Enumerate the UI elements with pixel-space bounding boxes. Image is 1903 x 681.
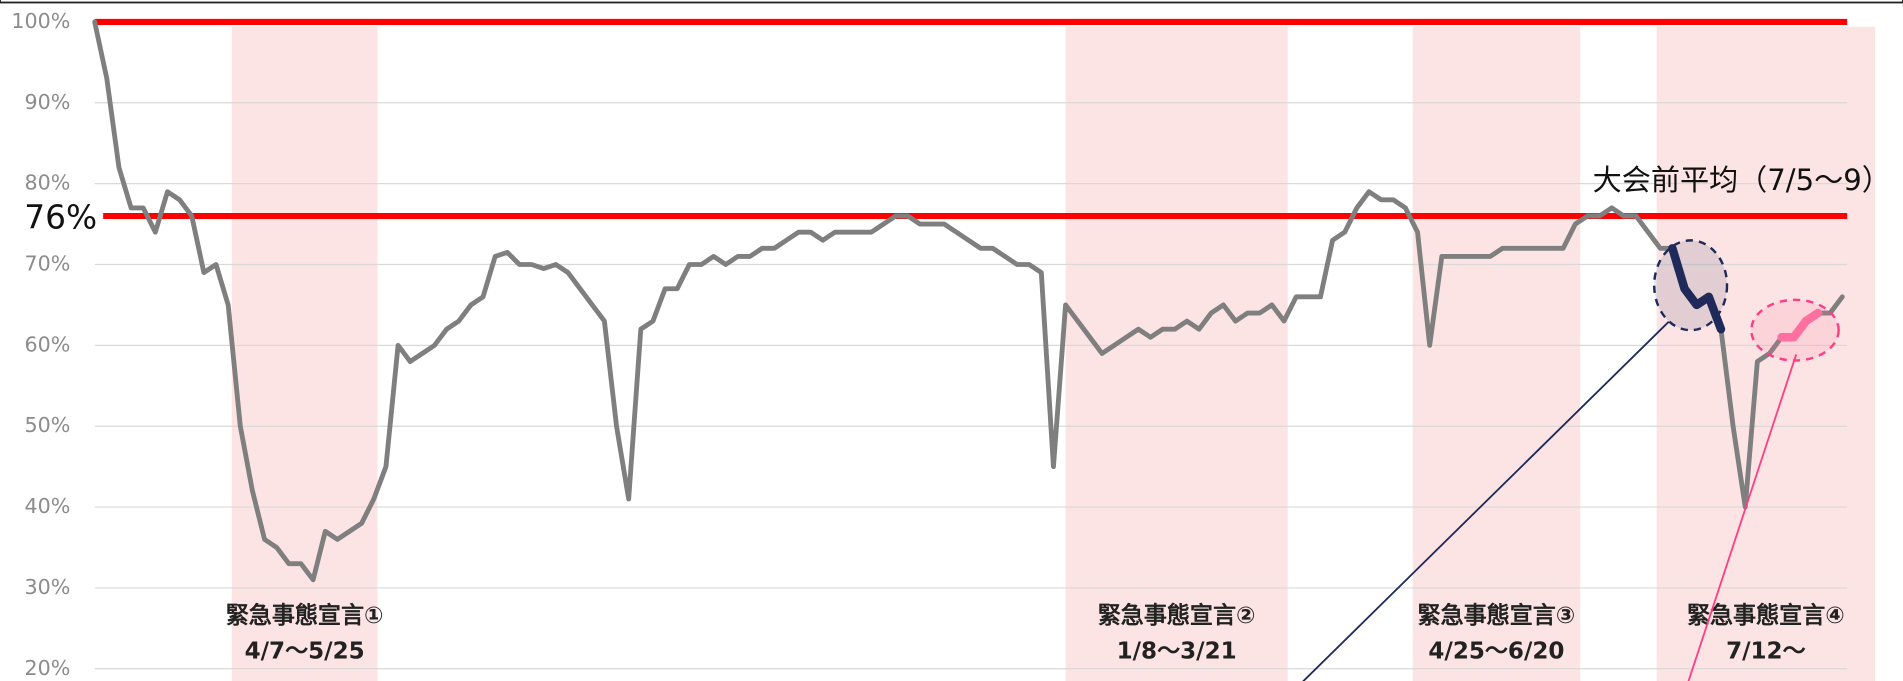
y-tick-label: 40%	[25, 494, 71, 518]
region-period: 7/12〜	[1726, 638, 1806, 664]
callout-line	[1302, 321, 1670, 681]
y-tick-label: 60%	[25, 332, 71, 356]
highlight-ring	[1750, 298, 1840, 362]
region-label: 緊急事態宣言③	[1418, 602, 1576, 629]
region-label: 緊急事態宣言②	[1098, 602, 1256, 629]
y-tick-label: 50%	[25, 413, 71, 437]
reference-label: コロナ禍前（2020年2月）	[1536, 0, 1891, 3]
series-line	[1777, 308, 1823, 342]
reference-label: 大会前平均（7/5〜9）	[1593, 163, 1891, 197]
highlight-ring	[1652, 239, 1729, 332]
region-label: 緊急事態宣言①	[226, 602, 384, 629]
y-tick-label: 20%	[25, 656, 71, 680]
reference-value-label: 76%	[24, 199, 97, 237]
y-tick-label: 70%	[25, 251, 71, 275]
callout-line	[1687, 354, 1798, 681]
y-tick-label: 100%	[11, 9, 70, 33]
series-line	[92, 19, 1845, 583]
shaded-region	[1412, 26, 1581, 681]
lines	[92, 19, 1845, 583]
y-tick-label: 90%	[25, 90, 71, 114]
region-period: 1/8〜3/21	[1117, 638, 1237, 664]
grid: 20% 30% 40% 50% 60% 70% 80% 90% 100%	[11, 9, 1848, 680]
series-line	[1668, 244, 1726, 334]
region-period: 4/7〜5/25	[245, 638, 365, 664]
top-frame	[0, 0, 1903, 4]
regions: 緊急事態宣言① 4/7〜5/25 緊急事態宣言② 1/8〜3/21 緊急事態宣言③ 4/2…	[226, 26, 1876, 681]
reference-lines: コロナ禍前（2020年2月） 大会前平均（7/5〜9） 76%	[24, 0, 1891, 237]
shaded-region	[1065, 26, 1288, 681]
y-tick-label: 80%	[25, 171, 71, 195]
y-tick-label: 30%	[25, 575, 71, 599]
shaded-region	[231, 26, 378, 681]
region-period: 4/25〜6/20	[1428, 638, 1564, 664]
